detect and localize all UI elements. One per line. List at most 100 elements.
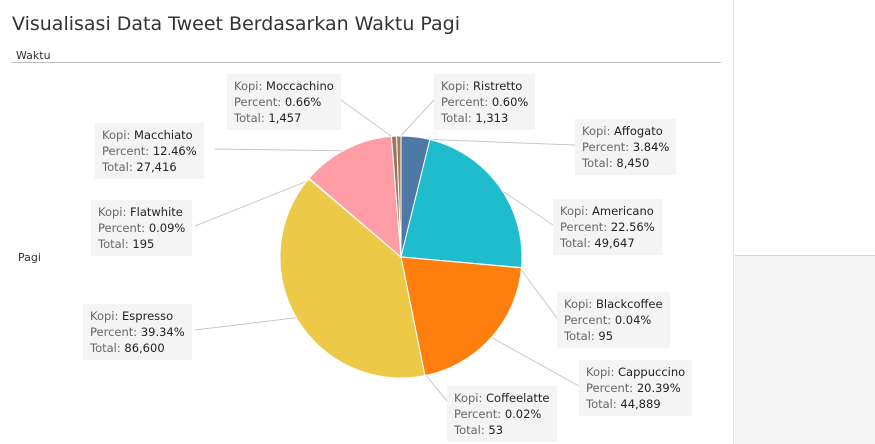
pie-slice-macchiato[interactable] bbox=[308, 135, 402, 259]
field-label: Percent: bbox=[564, 313, 615, 327]
slice-label-coffeelatte: Kopi: Coffeelatte Percent: 0.02% Total: 53 bbox=[447, 386, 557, 442]
slice-label-moccachino: Kopi: Moccachino Percent: 0.66% Total: 1,4… bbox=[227, 74, 341, 130]
field-value: 0.09% bbox=[148, 221, 186, 235]
field-value: 20.39% bbox=[636, 381, 681, 395]
slice-label-total: Total: 8,450 bbox=[582, 155, 669, 171]
field-label: Total: bbox=[102, 160, 137, 174]
slice-label-name: Kopi: Espresso bbox=[90, 308, 185, 324]
slice-label-ristretto: Kopi: Ristretto Percent: 0.60% Total: 1,31… bbox=[434, 74, 536, 130]
field-value: 12.46% bbox=[152, 144, 197, 158]
field-label: Percent: bbox=[102, 144, 153, 158]
field-label: Total: bbox=[586, 397, 621, 411]
slice-label-total: Total: 86,600 bbox=[90, 340, 185, 356]
field-value: 49,647 bbox=[594, 236, 635, 250]
pie-slice-cappuccino[interactable] bbox=[400, 256, 523, 377]
field-value: 3.84% bbox=[632, 140, 670, 154]
slice-label-total: Total: 95 bbox=[564, 328, 663, 344]
slice-label-name: Kopi: Macchiato bbox=[102, 127, 197, 143]
slice-label-percent: Percent: 20.39% bbox=[586, 380, 685, 396]
leader-line-macchiato bbox=[214, 148, 348, 152]
field-value: Espresso bbox=[122, 309, 174, 323]
field-value: 1,457 bbox=[268, 111, 302, 125]
field-value: Americano bbox=[592, 204, 654, 218]
field-value: 86,600 bbox=[124, 341, 165, 355]
slice-label-percent: Percent: 3.84% bbox=[582, 139, 669, 155]
field-value: 53 bbox=[488, 423, 504, 437]
field-value: 0.60% bbox=[491, 95, 529, 109]
slice-label-total: Total: 1,313 bbox=[441, 110, 528, 126]
slice-label-percent: Percent: 0.02% bbox=[454, 406, 550, 422]
leader-line-americano bbox=[497, 187, 554, 226]
field-value: 8,450 bbox=[616, 156, 650, 170]
slice-label-espresso: Kopi: Espresso Percent: 39.34% Total: 86,6… bbox=[83, 304, 192, 360]
slice-label-name: Kopi: Americano bbox=[560, 203, 655, 219]
field-label: Kopi: bbox=[582, 124, 615, 138]
field-label: Kopi: bbox=[564, 297, 597, 311]
field-value: Cappuccino bbox=[618, 365, 686, 379]
field-label: Total: bbox=[454, 423, 489, 437]
slice-label-name: Kopi: Affogato bbox=[582, 123, 669, 139]
leader-line-coffeelatte bbox=[424, 373, 448, 402]
field-label: Percent: bbox=[441, 95, 492, 109]
header-divider bbox=[11, 62, 721, 63]
field-value: 44,889 bbox=[620, 397, 661, 411]
slice-label-total: Total: 44,889 bbox=[586, 396, 685, 412]
slice-label-total: Total: 27,416 bbox=[102, 159, 197, 175]
slice-label-name: Kopi: Flatwhite bbox=[98, 204, 185, 220]
field-value: Coffeelatte bbox=[486, 391, 550, 405]
field-label: Total: bbox=[234, 111, 269, 125]
slice-label-blackcoffee: Kopi: Blackcoffee Percent: 0.04% Total: 95 bbox=[557, 292, 670, 348]
leader-line-moccachino bbox=[340, 99, 395, 139]
field-label: Percent: bbox=[234, 95, 285, 109]
slice-label-percent: Percent: 0.09% bbox=[98, 220, 185, 236]
field-value: 1,313 bbox=[475, 111, 509, 125]
pie-slice-espresso[interactable] bbox=[279, 178, 426, 379]
field-value: 195 bbox=[132, 237, 155, 251]
field-value: Ristretto bbox=[473, 79, 523, 93]
leader-line-espresso bbox=[194, 316, 299, 331]
field-label: Total: bbox=[441, 111, 476, 125]
slice-label-total: Total: 49,647 bbox=[560, 235, 655, 251]
field-value: 95 bbox=[598, 329, 614, 343]
slice-label-percent: Percent: 0.66% bbox=[234, 94, 334, 110]
pie-slice-moccachino[interactable] bbox=[390, 135, 402, 258]
field-label: Percent: bbox=[90, 325, 141, 339]
leader-line-affogato bbox=[415, 138, 576, 146]
field-value: Affogato bbox=[614, 124, 663, 138]
field-value: Blackcoffee bbox=[596, 297, 663, 311]
pie-slice-americano[interactable] bbox=[400, 138, 523, 269]
slice-label-cappuccino: Kopi: Cappuccino Percent: 20.39% Total: 44… bbox=[579, 360, 693, 416]
slice-label-americano: Kopi: Americano Percent: 22.56% Total: 49,… bbox=[553, 199, 662, 255]
slice-label-percent: Percent: 22.56% bbox=[560, 219, 655, 235]
slice-label-name: Kopi: Blackcoffee bbox=[564, 296, 663, 312]
field-value: 27,416 bbox=[136, 160, 177, 174]
slice-label-percent: Percent: 12.46% bbox=[102, 143, 197, 159]
slice-label-total: Total: 1,457 bbox=[234, 110, 334, 126]
field-label: Kopi: bbox=[234, 79, 267, 93]
field-value: Moccachino bbox=[266, 79, 334, 93]
slice-label-name: Kopi: Ristretto bbox=[441, 78, 528, 94]
field-label: Kopi: bbox=[560, 204, 593, 218]
field-label: Kopi: bbox=[102, 128, 135, 142]
field-label: Percent: bbox=[582, 140, 633, 154]
field-label: Kopi: bbox=[441, 79, 474, 93]
field-value: 22.56% bbox=[610, 220, 655, 234]
slice-label-affogato: Kopi: Affogato Percent: 3.84% Total: 8,450 bbox=[575, 119, 677, 175]
leader-line-blackcoffee bbox=[519, 267, 558, 319]
field-label: Kopi: bbox=[586, 365, 619, 379]
slice-label-name: Kopi: Cappuccino bbox=[586, 364, 685, 380]
slice-label-flatwhite: Kopi: Flatwhite Percent: 0.09% Total: 195 bbox=[91, 200, 193, 256]
field-label: Percent: bbox=[98, 221, 149, 235]
field-label: Total: bbox=[90, 341, 125, 355]
field-label: Kopi: bbox=[98, 205, 131, 219]
field-value: 0.66% bbox=[284, 95, 322, 109]
leader-line-ristretto bbox=[398, 99, 435, 139]
field-label: Percent: bbox=[454, 407, 505, 421]
slice-label-percent: Percent: 0.04% bbox=[564, 312, 663, 328]
field-value: 0.04% bbox=[614, 313, 652, 327]
slice-label-name: Kopi: Coffeelatte bbox=[454, 390, 550, 406]
field-label: Total: bbox=[560, 236, 595, 250]
field-value: Flatwhite bbox=[130, 205, 183, 219]
field-label: Total: bbox=[564, 329, 599, 343]
leader-line-cappuccino bbox=[489, 336, 580, 387]
